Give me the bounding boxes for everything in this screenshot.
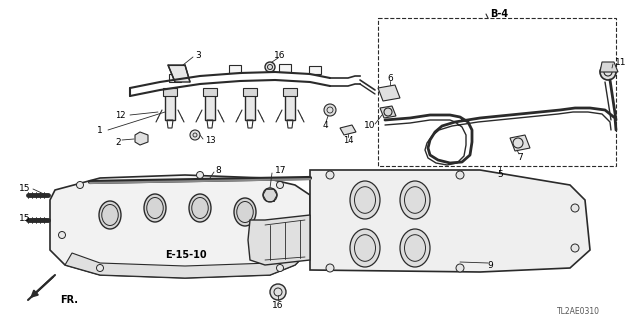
Text: 9: 9 xyxy=(487,260,493,269)
Text: 6: 6 xyxy=(387,74,393,83)
Ellipse shape xyxy=(234,198,256,226)
Text: 12: 12 xyxy=(115,110,125,119)
Polygon shape xyxy=(283,88,297,96)
Polygon shape xyxy=(510,135,530,151)
Polygon shape xyxy=(340,125,356,135)
Circle shape xyxy=(326,264,334,272)
Text: 15: 15 xyxy=(19,213,30,222)
Polygon shape xyxy=(65,250,310,278)
Polygon shape xyxy=(600,62,618,72)
Polygon shape xyxy=(380,106,396,118)
Circle shape xyxy=(571,244,579,252)
Circle shape xyxy=(276,265,284,271)
Circle shape xyxy=(456,171,464,179)
Polygon shape xyxy=(378,85,400,101)
Polygon shape xyxy=(205,95,215,120)
Polygon shape xyxy=(229,65,241,73)
Text: 5: 5 xyxy=(497,170,503,179)
Polygon shape xyxy=(203,88,217,96)
Text: 16: 16 xyxy=(275,51,285,60)
Polygon shape xyxy=(50,175,310,278)
Circle shape xyxy=(270,284,286,300)
Text: 13: 13 xyxy=(205,135,216,145)
Text: 3: 3 xyxy=(195,51,201,60)
Ellipse shape xyxy=(144,194,166,222)
Polygon shape xyxy=(163,88,177,96)
Ellipse shape xyxy=(400,181,430,219)
Text: 10: 10 xyxy=(364,121,376,130)
Polygon shape xyxy=(285,95,295,120)
Text: 7: 7 xyxy=(517,153,523,162)
Ellipse shape xyxy=(99,201,121,229)
Text: 16: 16 xyxy=(272,300,284,309)
Polygon shape xyxy=(309,66,321,74)
Polygon shape xyxy=(165,95,175,120)
Circle shape xyxy=(600,64,616,80)
Polygon shape xyxy=(243,88,257,96)
Polygon shape xyxy=(169,74,181,82)
Text: 1: 1 xyxy=(97,125,103,134)
Circle shape xyxy=(196,172,204,179)
Text: 2: 2 xyxy=(115,138,121,147)
Text: E-15-10: E-15-10 xyxy=(165,250,207,260)
Circle shape xyxy=(456,264,464,272)
Circle shape xyxy=(296,231,303,238)
Text: 4: 4 xyxy=(322,121,328,130)
Circle shape xyxy=(97,265,104,271)
Text: 8: 8 xyxy=(215,165,221,174)
Text: B-4: B-4 xyxy=(490,9,508,19)
Polygon shape xyxy=(168,65,190,82)
Polygon shape xyxy=(245,95,255,120)
Polygon shape xyxy=(135,132,148,145)
Ellipse shape xyxy=(189,194,211,222)
Circle shape xyxy=(276,181,284,188)
Text: 17: 17 xyxy=(275,165,287,174)
Circle shape xyxy=(190,130,200,140)
Circle shape xyxy=(265,62,275,72)
Ellipse shape xyxy=(400,229,430,267)
Text: FR.: FR. xyxy=(60,295,78,305)
Text: 11: 11 xyxy=(615,58,627,67)
Circle shape xyxy=(571,204,579,212)
Bar xyxy=(378,18,616,166)
Circle shape xyxy=(58,231,65,238)
Circle shape xyxy=(324,104,336,116)
Text: 14: 14 xyxy=(343,135,353,145)
Ellipse shape xyxy=(350,181,380,219)
Text: 15: 15 xyxy=(19,183,30,193)
Polygon shape xyxy=(248,215,310,265)
Circle shape xyxy=(263,188,277,202)
Text: TL2AE0310: TL2AE0310 xyxy=(557,308,600,316)
Circle shape xyxy=(326,171,334,179)
Ellipse shape xyxy=(350,229,380,267)
Circle shape xyxy=(77,181,83,188)
Polygon shape xyxy=(279,64,291,72)
Polygon shape xyxy=(310,170,590,272)
